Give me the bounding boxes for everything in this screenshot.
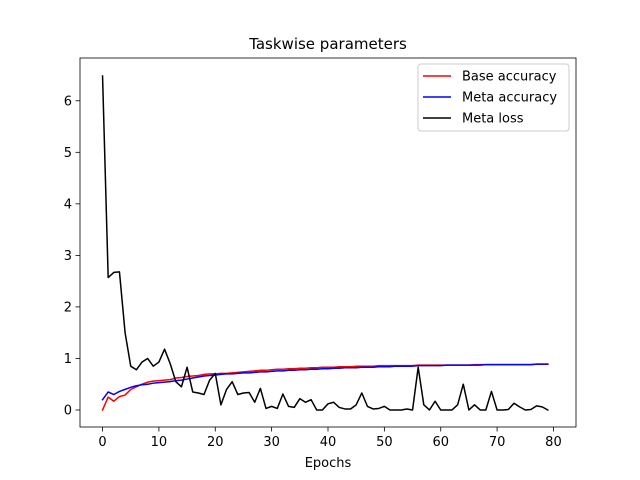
- legend-label-0: Base accuracy: [462, 70, 557, 85]
- y-tick-label: 1: [64, 352, 72, 367]
- x-tick-label: 50: [376, 435, 393, 450]
- y-tick-label: 2: [64, 300, 72, 315]
- legend-box: [417, 63, 570, 132]
- y-tick-label: 4: [64, 197, 72, 212]
- x-tick-label: 80: [545, 435, 562, 450]
- series-line-1: [101, 363, 549, 401]
- x-tick-label: 30: [263, 435, 280, 450]
- x-axis-label: Epochs: [305, 456, 352, 471]
- series-layer: [101, 75, 549, 412]
- x-tick-label: 0: [98, 435, 106, 450]
- x-tick-label: 70: [489, 435, 506, 450]
- legend-label-2: Meta loss: [462, 112, 524, 127]
- x-tick-label: 60: [432, 435, 449, 450]
- chart-title: Taskwise parameters: [248, 35, 407, 53]
- y-tick-label: 0: [64, 403, 72, 418]
- y-tick-label: 3: [64, 249, 72, 264]
- x-tick-label: 10: [151, 435, 168, 450]
- legend: Base accuracy Meta accuracy Meta loss: [417, 63, 570, 132]
- y-tick-label: 5: [64, 146, 72, 161]
- axes-layer: 0 10 20 30 40 50 60 70 80 0 1 2 3 4 5 6: [64, 57, 577, 450]
- legend-label-1: Meta accuracy: [462, 91, 557, 106]
- x-tick-label: 40: [320, 435, 337, 450]
- x-tick-label: 20: [207, 435, 224, 450]
- series-line-2: [101, 75, 549, 412]
- y-tick-label: 6: [64, 94, 72, 109]
